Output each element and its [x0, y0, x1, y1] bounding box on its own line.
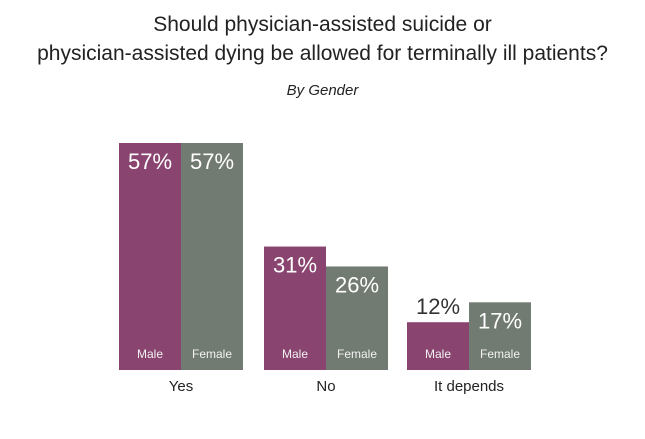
chart-title-line-2: physician-assisted dying be allowed for … — [37, 42, 608, 65]
bar-it-depends-female — [469, 302, 531, 370]
bar-no-female — [326, 266, 388, 370]
series-label-no-female: Female — [337, 347, 377, 361]
category-label-yes: Yes — [169, 378, 193, 395]
value-label-yes-female: 57% — [190, 149, 234, 174]
bar-no-male — [264, 246, 326, 370]
value-label-no-female: 26% — [335, 272, 379, 297]
series-label-yes-male: Male — [137, 347, 163, 361]
chart-title-line-1: Should physician-assisted suicide or — [153, 13, 492, 36]
value-label-no-male: 31% — [273, 253, 317, 278]
chart-subtitle: By Gender — [286, 82, 359, 99]
series-label-it-depends-male: Male — [425, 347, 451, 361]
value-label-yes-male: 57% — [128, 149, 172, 174]
value-label-it-depends-female: 17% — [478, 308, 522, 333]
series-label-it-depends-female: Female — [480, 347, 520, 361]
category-label-no: No — [316, 378, 335, 395]
series-label-no-male: Male — [282, 347, 308, 361]
value-label-it-depends-male: 12% — [416, 294, 460, 319]
bar-it-depends-male — [407, 322, 469, 370]
series-label-yes-female: Female — [192, 347, 232, 361]
category-label-it-depends: It depends — [434, 378, 504, 395]
bar-yes-female — [181, 143, 243, 370]
bar-yes-male — [119, 143, 181, 370]
